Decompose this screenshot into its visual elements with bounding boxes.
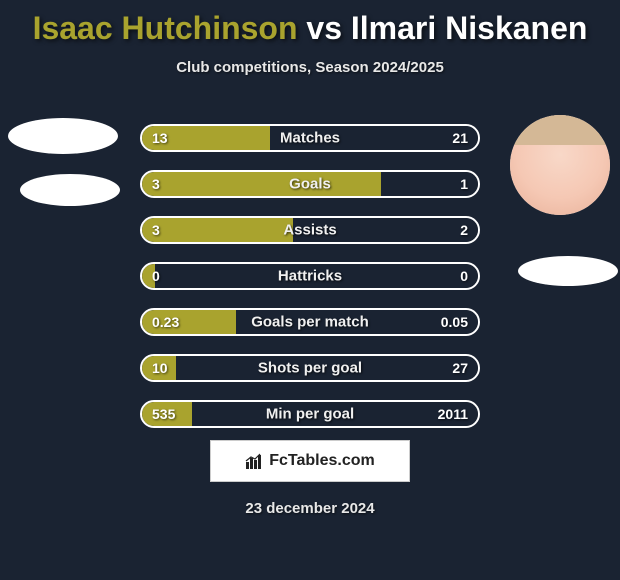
player2-value: 21 xyxy=(452,130,468,146)
stat-row: 13 21 Matches xyxy=(140,124,480,152)
player2-avatar xyxy=(510,115,610,215)
compare-bars: 13 21 Matches 3 1 Goals 3 2 Assists 0 0 Hattricks 0.… xyxy=(140,124,480,446)
player1-value: 10 xyxy=(152,360,168,376)
subtitle: Club competitions, Season 2024/2025 xyxy=(0,59,620,76)
player2-value: 2011 xyxy=(438,406,468,422)
metric-label: Matches xyxy=(280,130,340,147)
player1-value: 3 xyxy=(152,176,160,192)
metric-label: Min per goal xyxy=(266,406,354,423)
player2-value: 0 xyxy=(460,268,468,284)
metric-label: Goals xyxy=(289,176,331,193)
player1-value: 0.23 xyxy=(152,314,179,330)
player2-name: Ilmari Niskanen xyxy=(351,10,588,46)
player2-value: 2 xyxy=(460,222,468,238)
player2-value: 27 xyxy=(452,360,468,376)
player1-fill xyxy=(142,172,381,196)
page-title: Isaac Hutchinson vs Ilmari Niskanen xyxy=(0,0,620,47)
stat-row: 3 2 Assists xyxy=(140,216,480,244)
player1-value: 13 xyxy=(152,130,168,146)
metric-label: Hattricks xyxy=(278,268,342,285)
player1-name: Isaac Hutchinson xyxy=(33,10,298,46)
decorative-ellipse xyxy=(20,174,120,206)
site-logo[interactable]: FcTables.com xyxy=(210,440,410,482)
metric-label: Goals per match xyxy=(251,314,369,331)
player2-value: 1 xyxy=(460,176,468,192)
vs-label: vs xyxy=(306,10,342,46)
player1-value: 535 xyxy=(152,406,175,422)
player1-fill xyxy=(142,218,293,242)
stat-row: 0 0 Hattricks xyxy=(140,262,480,290)
stat-row: 535 2011 Min per goal xyxy=(140,400,480,428)
decorative-ellipse xyxy=(518,256,618,286)
stat-row: 10 27 Shots per goal xyxy=(140,354,480,382)
player2-value: 0.05 xyxy=(441,314,468,330)
stat-row: 3 1 Goals xyxy=(140,170,480,198)
player1-value: 0 xyxy=(152,268,160,284)
bars-icon xyxy=(245,452,263,470)
metric-label: Assists xyxy=(283,222,336,239)
date-label: 23 december 2024 xyxy=(0,500,620,517)
stat-row: 0.23 0.05 Goals per match xyxy=(140,308,480,336)
logo-text: FcTables.com xyxy=(269,452,375,470)
decorative-ellipse xyxy=(8,118,118,154)
player1-value: 3 xyxy=(152,222,160,238)
metric-label: Shots per goal xyxy=(258,360,362,377)
